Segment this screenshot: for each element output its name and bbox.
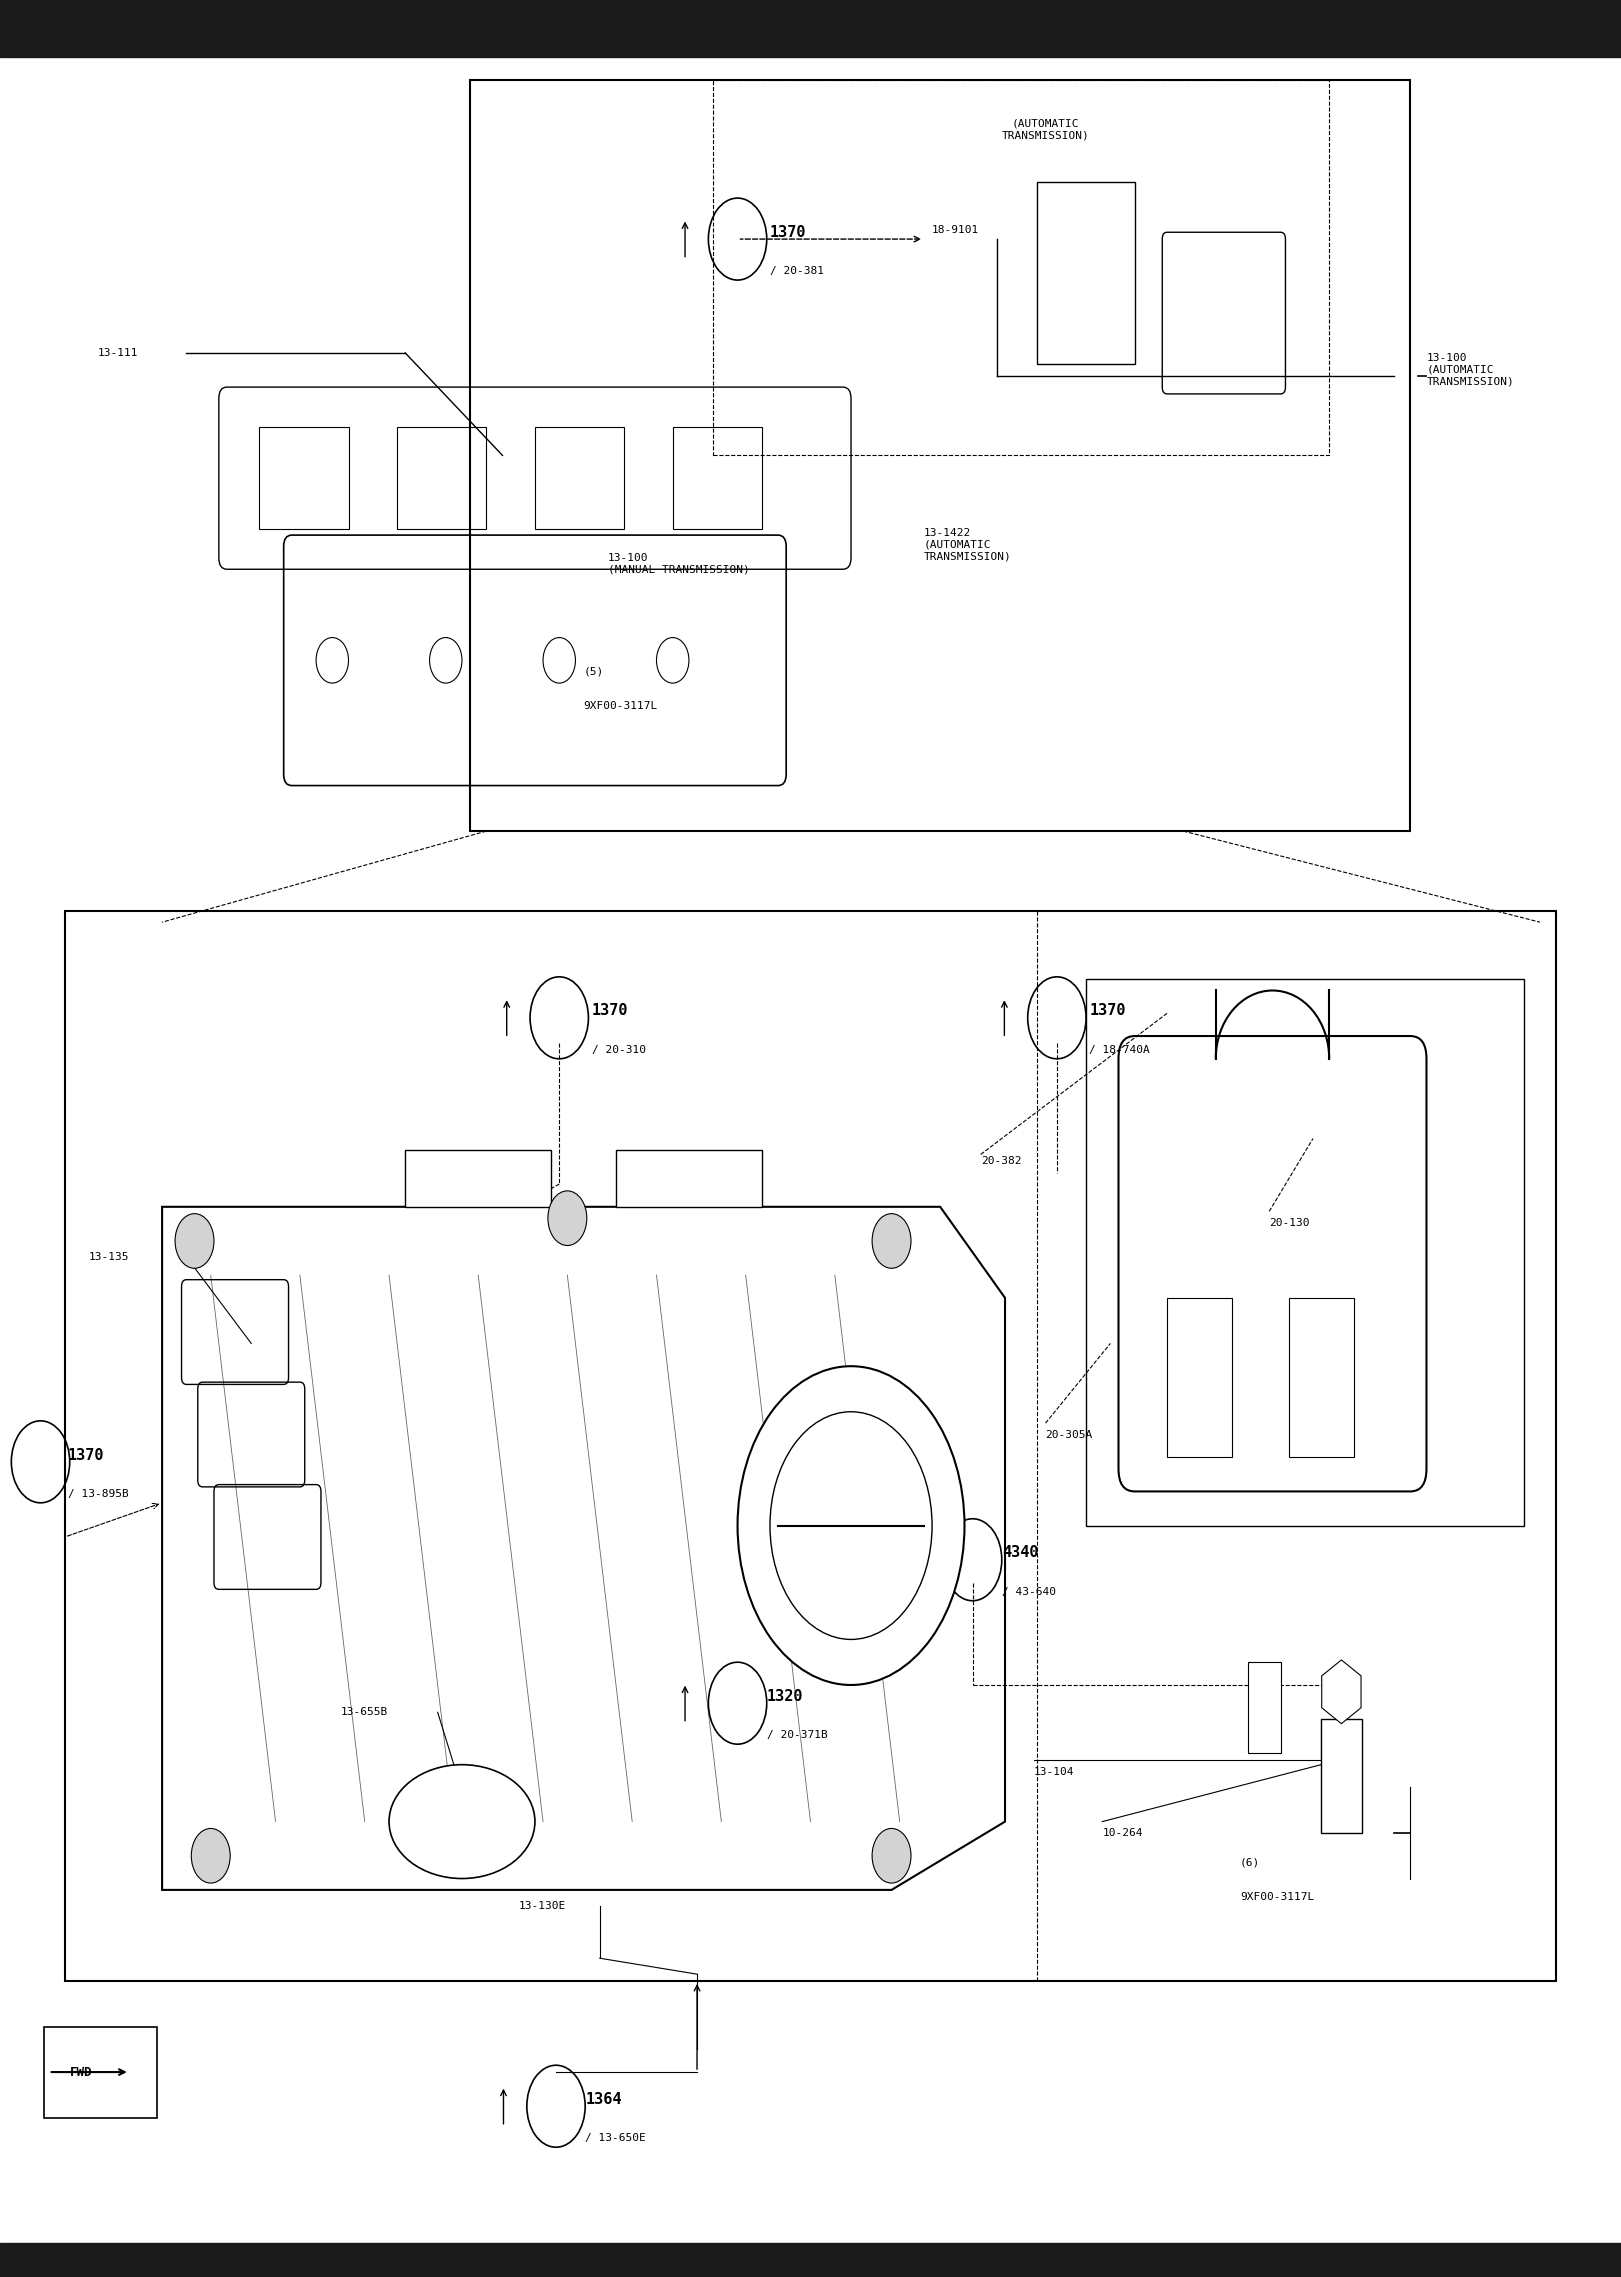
Bar — [535, 426, 624, 528]
Bar — [0, 0, 1621, 57]
Ellipse shape — [389, 1765, 535, 1879]
Text: (5): (5) — [584, 667, 603, 676]
Bar — [65, 911, 1556, 1981]
Text: 1370: 1370 — [1089, 1004, 1127, 1018]
Bar — [616, 1150, 762, 1207]
Bar — [1321, 1719, 1362, 1833]
Text: / 20-371B: / 20-371B — [767, 1731, 827, 1740]
Bar — [259, 426, 349, 528]
Text: / 20-381: / 20-381 — [770, 266, 823, 276]
Circle shape — [872, 1828, 911, 1883]
Text: / 43-640: / 43-640 — [1002, 1587, 1055, 1596]
Polygon shape — [162, 1207, 1005, 1890]
Bar — [470, 80, 1410, 831]
Circle shape — [738, 1366, 964, 1685]
Bar — [1248, 1662, 1281, 1753]
Text: 1370: 1370 — [592, 1004, 629, 1018]
Text: 10-264: 10-264 — [1102, 1828, 1143, 1838]
Text: 9XF00-3117L: 9XF00-3117L — [584, 701, 658, 710]
Text: 13-655B: 13-655B — [340, 1708, 387, 1717]
Text: 20-130: 20-130 — [1269, 1218, 1310, 1227]
Text: 18-9101: 18-9101 — [932, 225, 979, 235]
Text: 13-104: 13-104 — [1034, 1767, 1075, 1776]
Bar — [405, 1150, 551, 1207]
Text: / 13-650E: / 13-650E — [585, 2134, 645, 2143]
Text: 13-1422
(AUTOMATIC
TRANSMISSION): 13-1422 (AUTOMATIC TRANSMISSION) — [924, 528, 1012, 562]
Text: 13-135: 13-135 — [89, 1252, 130, 1261]
Bar — [673, 426, 762, 528]
Text: 1370: 1370 — [770, 225, 807, 239]
Text: (6): (6) — [1240, 1858, 1260, 1867]
Text: 20-305A: 20-305A — [1046, 1430, 1093, 1439]
Bar — [0, 2243, 1621, 2277]
Bar — [1289, 1298, 1354, 1457]
Circle shape — [872, 1214, 911, 1268]
Text: 20-382: 20-382 — [981, 1157, 1021, 1166]
Text: / 18-740A: / 18-740A — [1089, 1045, 1149, 1054]
Text: 13-100
(AUTOMATIC
TRANSMISSION): 13-100 (AUTOMATIC TRANSMISSION) — [1426, 353, 1514, 387]
Circle shape — [548, 1191, 587, 1246]
Circle shape — [175, 1214, 214, 1268]
Text: 13-111: 13-111 — [97, 348, 138, 357]
Text: / 20-310: / 20-310 — [592, 1045, 645, 1054]
Text: 1364: 1364 — [585, 2093, 622, 2106]
Text: 1370: 1370 — [68, 1448, 105, 1462]
Text: 13-100
(MANUAL TRANSMISSION): 13-100 (MANUAL TRANSMISSION) — [608, 553, 749, 574]
Text: 13-130E: 13-130E — [519, 1901, 566, 1910]
Bar — [397, 426, 486, 528]
Text: 9XF00-3117L: 9XF00-3117L — [1240, 1892, 1315, 1901]
Text: / 13-895B: / 13-895B — [68, 1489, 128, 1498]
Text: FWD: FWD — [70, 2065, 92, 2079]
Text: (AUTOMATIC
TRANSMISSION): (AUTOMATIC TRANSMISSION) — [1002, 118, 1089, 139]
Text: 4340: 4340 — [1002, 1546, 1039, 1560]
Bar — [44, 2027, 157, 2118]
Bar — [1086, 979, 1524, 1526]
Bar — [713, 80, 1329, 455]
Bar — [1167, 1298, 1232, 1457]
Text: 1320: 1320 — [767, 1690, 804, 1703]
Circle shape — [191, 1828, 230, 1883]
Bar — [1037, 182, 1135, 364]
